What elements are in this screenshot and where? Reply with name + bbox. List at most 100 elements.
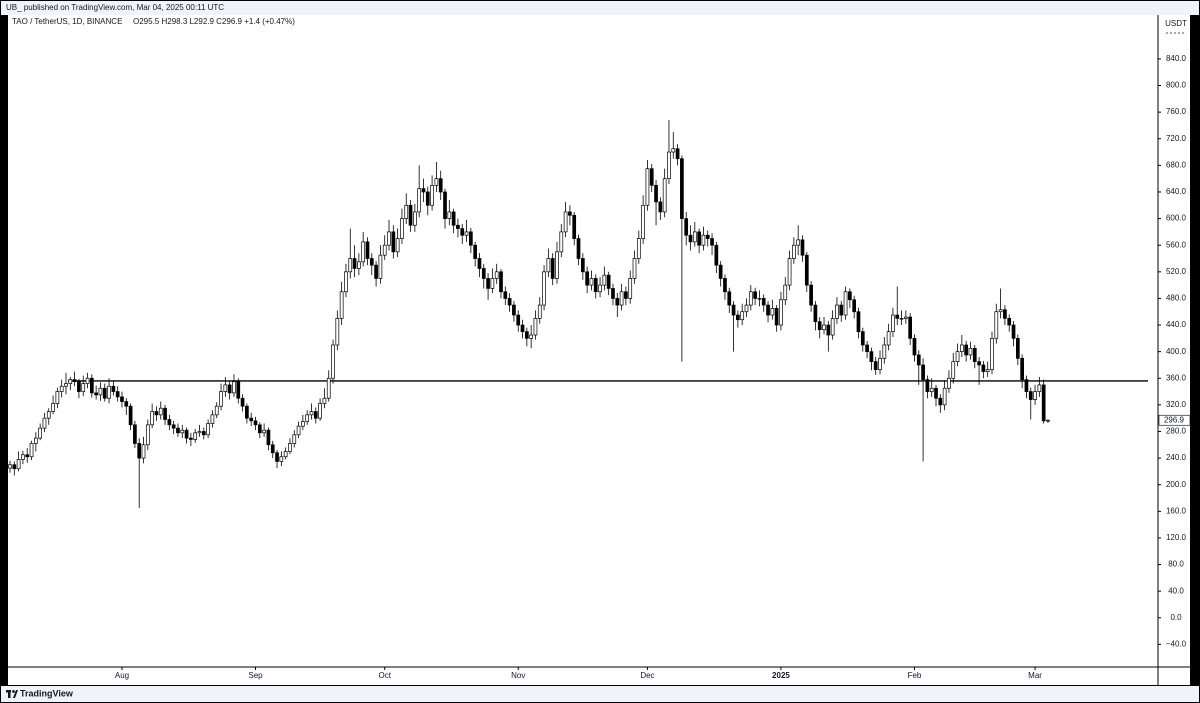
y-tick-label: 600.0 [1166, 214, 1187, 223]
candle-body [697, 231, 701, 246]
candle-body [408, 204, 413, 226]
candle-body [524, 331, 529, 339]
candle-body [593, 278, 598, 293]
candle-body [990, 337, 994, 370]
candle-body [899, 318, 904, 320]
candle-body [680, 158, 684, 219]
candle-body [598, 284, 602, 293]
candle-body [512, 304, 516, 316]
candle-body [835, 304, 839, 319]
candle-body [843, 291, 848, 316]
y-tick-label: 120.0 [1166, 533, 1187, 542]
y-tick-label: 320.0 [1166, 400, 1187, 409]
candle-body [916, 354, 921, 366]
y-tick-label: 800.0 [1166, 81, 1187, 90]
brand-name: TradingView [20, 688, 74, 698]
y-tick-label: 200.0 [1166, 480, 1187, 489]
candle-body [736, 314, 740, 321]
candle-body [568, 211, 572, 216]
candle-body [89, 377, 94, 394]
candle-body [326, 377, 331, 399]
y-tick-label: 440.0 [1166, 320, 1187, 329]
candle-body [120, 396, 124, 402]
candle-body [335, 318, 340, 346]
candle-body [339, 291, 344, 319]
candle-body [176, 427, 180, 434]
candle-body [51, 403, 55, 412]
candle-body [460, 228, 465, 236]
footer-bar [1, 686, 1199, 702]
candle-body [985, 369, 990, 372]
y-tick-label: 520.0 [1166, 267, 1187, 276]
candle-body [968, 347, 973, 356]
candle-body [895, 314, 900, 319]
candle-body [270, 444, 275, 454]
candle-body [219, 391, 223, 407]
candle-body [804, 254, 809, 286]
candle-body [563, 211, 568, 233]
candle-body [766, 304, 770, 316]
candle-body [115, 391, 120, 398]
candle-body [869, 351, 874, 362]
candle-body [473, 244, 478, 259]
candle-body [955, 351, 960, 362]
candle-body [413, 211, 417, 226]
x-tick-label: 2025 [772, 671, 790, 680]
candle-body [253, 420, 258, 426]
candle-body [550, 258, 555, 279]
candle-body [133, 424, 137, 444]
candle-body [636, 238, 641, 259]
candle-body [972, 347, 977, 362]
candle-body [59, 385, 64, 392]
candle-body [792, 244, 796, 259]
candle-body [576, 238, 581, 259]
candle-body [486, 278, 490, 289]
candle-body [68, 379, 73, 384]
candle-body [145, 424, 150, 446]
candle-body [787, 258, 792, 286]
y-tick-label: 400.0 [1166, 347, 1187, 356]
candle-body [374, 264, 378, 279]
candle-body [1033, 391, 1037, 400]
candle-body [447, 211, 452, 219]
candle-body [331, 344, 335, 379]
candle-body [434, 178, 439, 186]
candle-body [684, 218, 689, 236]
y-tick-label: 560.0 [1166, 240, 1187, 249]
candle-body [391, 231, 396, 253]
candle-body [934, 387, 938, 399]
candle-body [85, 377, 90, 384]
candle-body [701, 234, 706, 246]
y-tick-label: 480.0 [1166, 294, 1187, 303]
y-tick-label: 840.0 [1166, 54, 1187, 63]
candle-body [124, 401, 129, 407]
candle-body [227, 384, 232, 394]
candle-body [865, 344, 869, 352]
candle-body [361, 241, 366, 263]
candle-body [723, 278, 727, 293]
candle-body [645, 168, 650, 206]
candle-body [296, 425, 301, 436]
candle-body [481, 268, 486, 279]
candle-body [753, 291, 757, 299]
candle-body [249, 417, 254, 422]
candle-body [602, 274, 607, 286]
candle-body [649, 168, 654, 186]
candle-body [537, 304, 542, 319]
candle-body [891, 314, 895, 333]
candle-body [662, 178, 667, 213]
y-tick-label: 160.0 [1166, 506, 1187, 515]
candle-body [800, 239, 805, 256]
candle-body [421, 188, 426, 193]
candle-body [761, 298, 766, 306]
candle-body [29, 443, 34, 458]
candle-body [141, 444, 146, 459]
candle-body [111, 385, 116, 392]
candle-body [848, 291, 852, 301]
candle-body [94, 392, 98, 396]
y-tick-label: 760.0 [1166, 107, 1187, 116]
candle-body [688, 234, 693, 243]
y-tick-label: −40.0 [1166, 639, 1187, 648]
candle-body [938, 397, 943, 406]
candle-body [301, 421, 305, 427]
